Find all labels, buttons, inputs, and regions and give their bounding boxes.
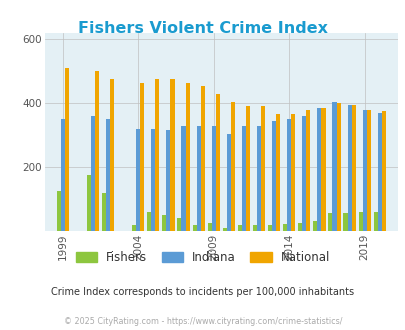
Bar xyxy=(155,79,159,231)
Bar xyxy=(102,193,106,231)
Bar xyxy=(226,134,230,231)
Bar xyxy=(336,103,340,231)
Bar xyxy=(177,218,181,231)
Text: Fishers Violent Crime Index: Fishers Violent Crime Index xyxy=(78,21,327,36)
Bar xyxy=(290,115,294,231)
Bar xyxy=(106,119,110,231)
Bar xyxy=(377,113,381,231)
Bar xyxy=(230,102,234,231)
Bar xyxy=(147,212,151,231)
Bar xyxy=(328,214,332,231)
Bar xyxy=(132,225,136,231)
Bar xyxy=(362,110,366,231)
Bar xyxy=(245,107,249,231)
Legend: Fishers, Indiana, National: Fishers, Indiana, National xyxy=(75,251,330,264)
Bar xyxy=(170,79,174,231)
Bar xyxy=(313,221,317,231)
Bar xyxy=(332,102,336,231)
Bar xyxy=(237,225,241,231)
Bar xyxy=(65,68,69,231)
Bar xyxy=(373,212,377,231)
Bar xyxy=(192,225,196,231)
Bar xyxy=(252,225,256,231)
Bar xyxy=(358,212,362,231)
Bar xyxy=(211,126,215,231)
Bar xyxy=(196,126,200,231)
Bar xyxy=(317,108,321,231)
Bar xyxy=(185,82,189,231)
Bar xyxy=(282,224,286,231)
Bar xyxy=(207,223,211,231)
Bar xyxy=(57,191,61,231)
Bar xyxy=(381,111,385,231)
Bar xyxy=(347,105,351,231)
Bar xyxy=(241,126,245,231)
Bar xyxy=(61,119,65,231)
Bar xyxy=(297,223,301,231)
Bar xyxy=(110,79,114,231)
Bar xyxy=(301,116,306,231)
Bar xyxy=(260,107,264,231)
Bar xyxy=(271,121,275,231)
Bar xyxy=(215,94,219,231)
Bar xyxy=(351,105,355,231)
Bar xyxy=(286,119,290,231)
Bar xyxy=(95,71,99,231)
Bar xyxy=(306,110,310,231)
Bar xyxy=(140,82,144,231)
Bar xyxy=(222,228,226,231)
Bar xyxy=(91,116,95,231)
Bar xyxy=(87,175,91,231)
Text: Crime Index corresponds to incidents per 100,000 inhabitants: Crime Index corresponds to incidents per… xyxy=(51,287,354,297)
Bar xyxy=(256,126,260,231)
Bar xyxy=(166,130,170,231)
Bar xyxy=(343,214,347,231)
Bar xyxy=(275,115,279,231)
Bar xyxy=(321,108,325,231)
Bar xyxy=(267,225,271,231)
Bar xyxy=(200,86,204,231)
Bar xyxy=(162,215,166,231)
Bar xyxy=(181,126,185,231)
Bar xyxy=(151,129,155,231)
Text: © 2025 CityRating.com - https://www.cityrating.com/crime-statistics/: © 2025 CityRating.com - https://www.city… xyxy=(64,317,341,326)
Bar xyxy=(366,110,370,231)
Bar xyxy=(136,129,140,231)
